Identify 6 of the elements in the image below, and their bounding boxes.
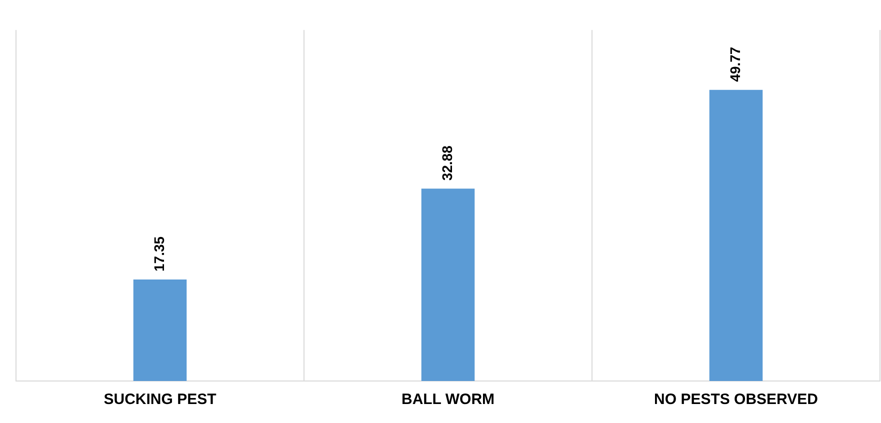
data-label: 17.35 <box>150 236 167 272</box>
x-tick-label: NO PESTS OBSERVED <box>654 391 818 408</box>
data-label: 49.77 <box>726 46 743 82</box>
x-tick-label: SUCKING PEST <box>104 391 216 408</box>
x-tick-label: BALL WORM <box>401 391 495 408</box>
data-label: 32.88 <box>438 145 455 181</box>
